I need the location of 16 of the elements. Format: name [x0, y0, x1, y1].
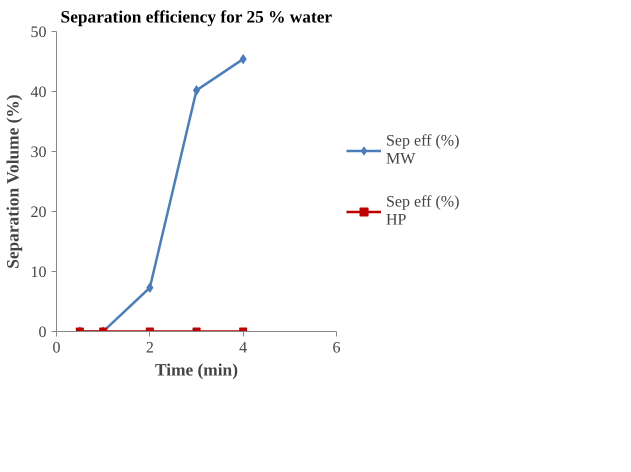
y-tick-label: 0: [38, 324, 46, 341]
point: [240, 54, 247, 64]
y-tick-label: 30: [30, 144, 46, 161]
x-axis-title: Time (min): [155, 360, 238, 380]
y-tick-label: 10: [30, 264, 46, 281]
x-tick-label: 0: [52, 340, 60, 356]
chart-title: Separation efficiency for 25 % water: [60, 8, 332, 26]
y-axis-title: Separation Volume (%): [4, 94, 22, 269]
x-tick-label: 6: [332, 340, 340, 356]
x-tick-label: 2: [146, 340, 154, 356]
y-tick-label: 50: [30, 24, 46, 41]
y-tick-label: 20: [30, 204, 46, 221]
x-tick-label: 4: [239, 340, 248, 356]
legend-label: Sep eff (%) MW: [386, 132, 460, 168]
legend-label: Sep eff (%) HP: [386, 194, 460, 230]
y-tick-label: 40: [30, 84, 46, 101]
